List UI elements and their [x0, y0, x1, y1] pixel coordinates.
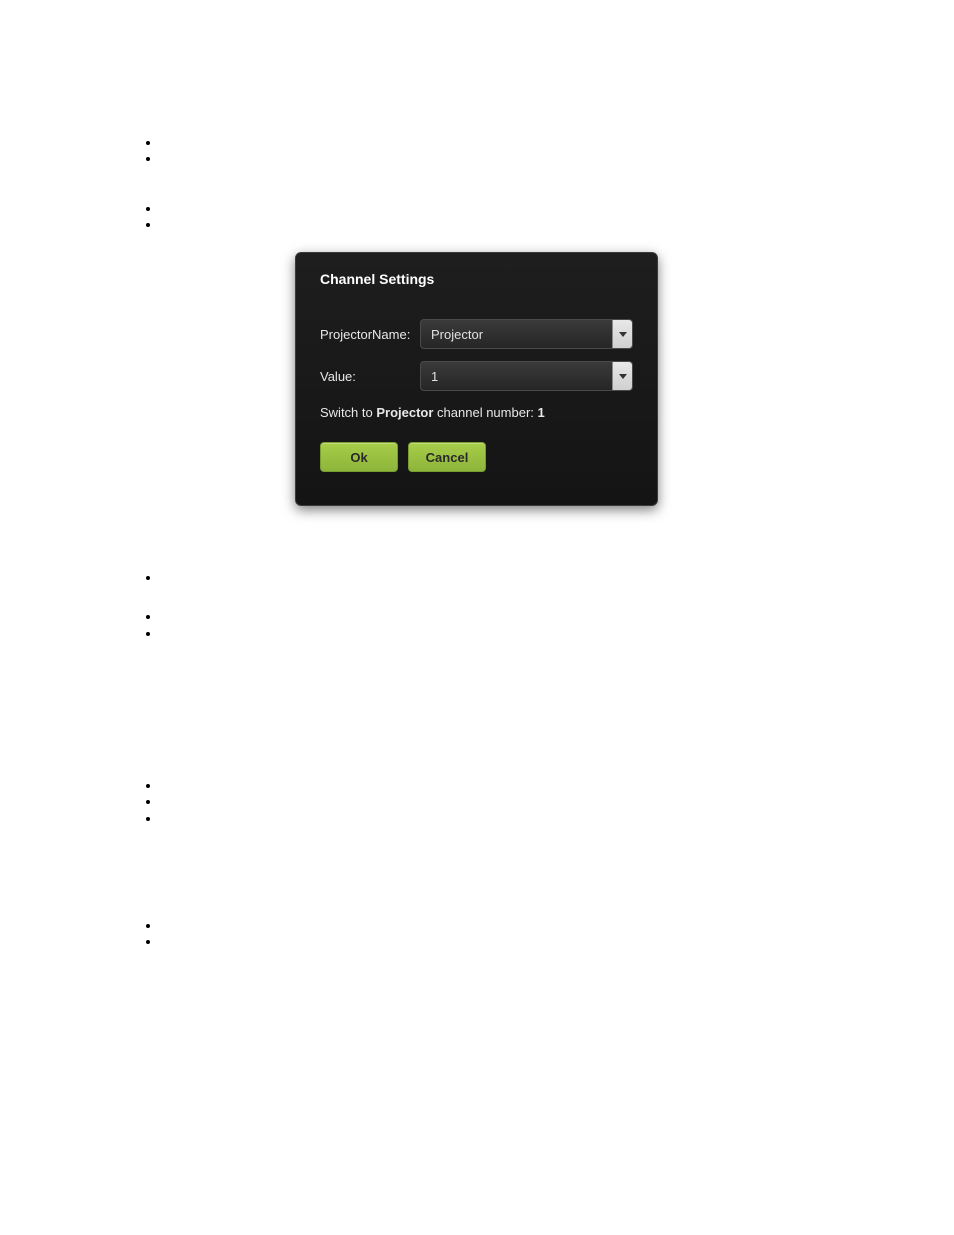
list-item [160, 201, 163, 215]
list-item [160, 609, 163, 623]
button-row: Ok Cancel [320, 442, 633, 472]
chevron-down-icon[interactable] [612, 320, 632, 348]
summary-suffix: channel number: [433, 405, 537, 420]
ok-button[interactable]: Ok [320, 442, 398, 472]
bullet-list-2 [160, 570, 163, 642]
list-item [160, 626, 163, 640]
cancel-button[interactable]: Cancel [408, 442, 486, 472]
bullet-list-1 [160, 135, 163, 234]
summary-prefix: Switch to [320, 405, 376, 420]
projector-name-row: ProjectorName: Projector [320, 319, 633, 349]
list-item [160, 778, 163, 792]
chevron-down-icon[interactable] [612, 362, 632, 390]
value-value: 1 [421, 369, 612, 384]
summary-text: Switch to Projector channel number: 1 [320, 405, 633, 420]
value-label: Value: [320, 369, 420, 384]
channel-settings-dialog: Channel Settings ProjectorName: Projecto… [295, 252, 658, 506]
list-item [160, 918, 163, 932]
list-item [160, 794, 163, 808]
value-dropdown[interactable]: 1 [420, 361, 633, 391]
projector-name-label: ProjectorName: [320, 327, 420, 342]
list-item [160, 135, 163, 149]
bullet-list-3 [160, 778, 163, 827]
value-row: Value: 1 [320, 361, 633, 391]
list-item [160, 151, 163, 165]
dialog-title: Channel Settings [320, 271, 633, 287]
list-item [160, 811, 163, 825]
bullet-list-4 [160, 918, 163, 951]
summary-number: 1 [538, 405, 545, 420]
list-item [160, 934, 163, 948]
projector-name-value: Projector [421, 327, 612, 342]
projector-name-dropdown[interactable]: Projector [420, 319, 633, 349]
list-item [160, 217, 163, 231]
summary-bold: Projector [376, 405, 433, 420]
list-item [160, 570, 163, 584]
